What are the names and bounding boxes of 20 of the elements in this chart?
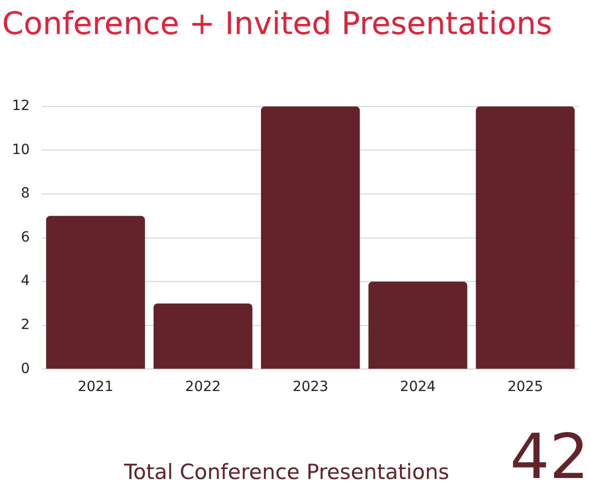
y-tick-label: 6 [20, 229, 30, 246]
y-tick-label: 0 [20, 360, 30, 377]
bar [46, 216, 145, 369]
bar [368, 282, 468, 369]
y-tick-label: 10 [12, 142, 30, 158]
bar [154, 304, 252, 369]
y-tick-label: 12 [12, 98, 30, 114]
x-tick-label: 2025 [507, 379, 544, 396]
x-tick-label: 2021 [78, 379, 114, 396]
x-tick-label: 2024 [400, 379, 436, 396]
bar [260, 106, 360, 369]
text: Total Conference Presentations [124, 460, 450, 484]
bar [476, 106, 575, 369]
x-tick-label: 2022 [185, 379, 221, 396]
y-tick-label: 4 [20, 273, 30, 290]
chart-title: Conference + Invited Presentations [2, 6, 552, 42]
x-tick-label: 2023 [292, 379, 328, 396]
text: 42 [510, 420, 589, 488]
y-tick-label: 2 [20, 317, 30, 334]
y-tick-label: 8 [20, 186, 30, 202]
